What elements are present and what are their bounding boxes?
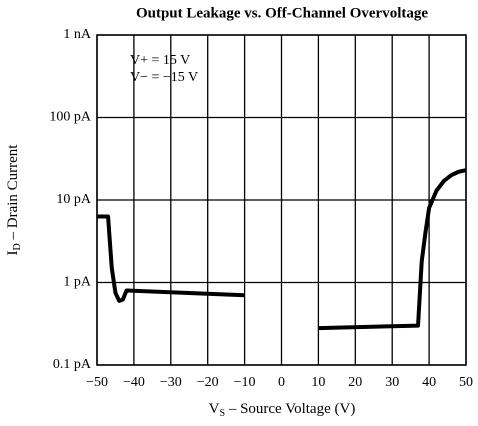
x-tick-label: −10 (234, 375, 256, 390)
y-tick-label: 1 pA (63, 275, 92, 290)
y-axis-label-part: – Drain Current (5, 144, 21, 244)
x-axis-label: VS – Source Voltage (V) (209, 401, 356, 419)
x-tick-label: 50 (459, 375, 473, 390)
annotation: V− = −15 V (130, 70, 198, 85)
x-tick-label: −40 (123, 375, 145, 390)
x-tick-label: −50 (86, 375, 108, 390)
y-axis-label: ID – Drain Current (5, 144, 23, 256)
x-tick-label: 20 (348, 375, 362, 390)
chart-title: Output Leakage vs. Off-Channel Overvolta… (136, 5, 428, 21)
y-tick-label: 1 nA (63, 27, 92, 42)
x-tick-label: −30 (160, 375, 182, 390)
x-axis-label-sub: S (220, 408, 226, 419)
plot-frame (96, 34, 467, 366)
x-axis-label-part: – Source Voltage (V) (225, 401, 355, 417)
annotation: V+ = 15 V (130, 53, 190, 68)
x-tick-label: −20 (197, 375, 219, 390)
y-tick-label: 100 pA (49, 110, 92, 125)
x-tick-label: 0 (278, 375, 285, 390)
x-axis-label-part: V (209, 401, 220, 417)
x-tick-label: 30 (385, 375, 399, 390)
y-tick-label: 10 pA (56, 192, 92, 207)
y-tick-label: 0.1 pA (53, 357, 92, 372)
y-axis-label-part: I (5, 250, 21, 255)
x-tick-label: 10 (311, 375, 325, 390)
data-line (97, 168, 467, 331)
x-tick-label: 40 (422, 375, 436, 390)
y-axis-label-sub: D (12, 243, 23, 250)
